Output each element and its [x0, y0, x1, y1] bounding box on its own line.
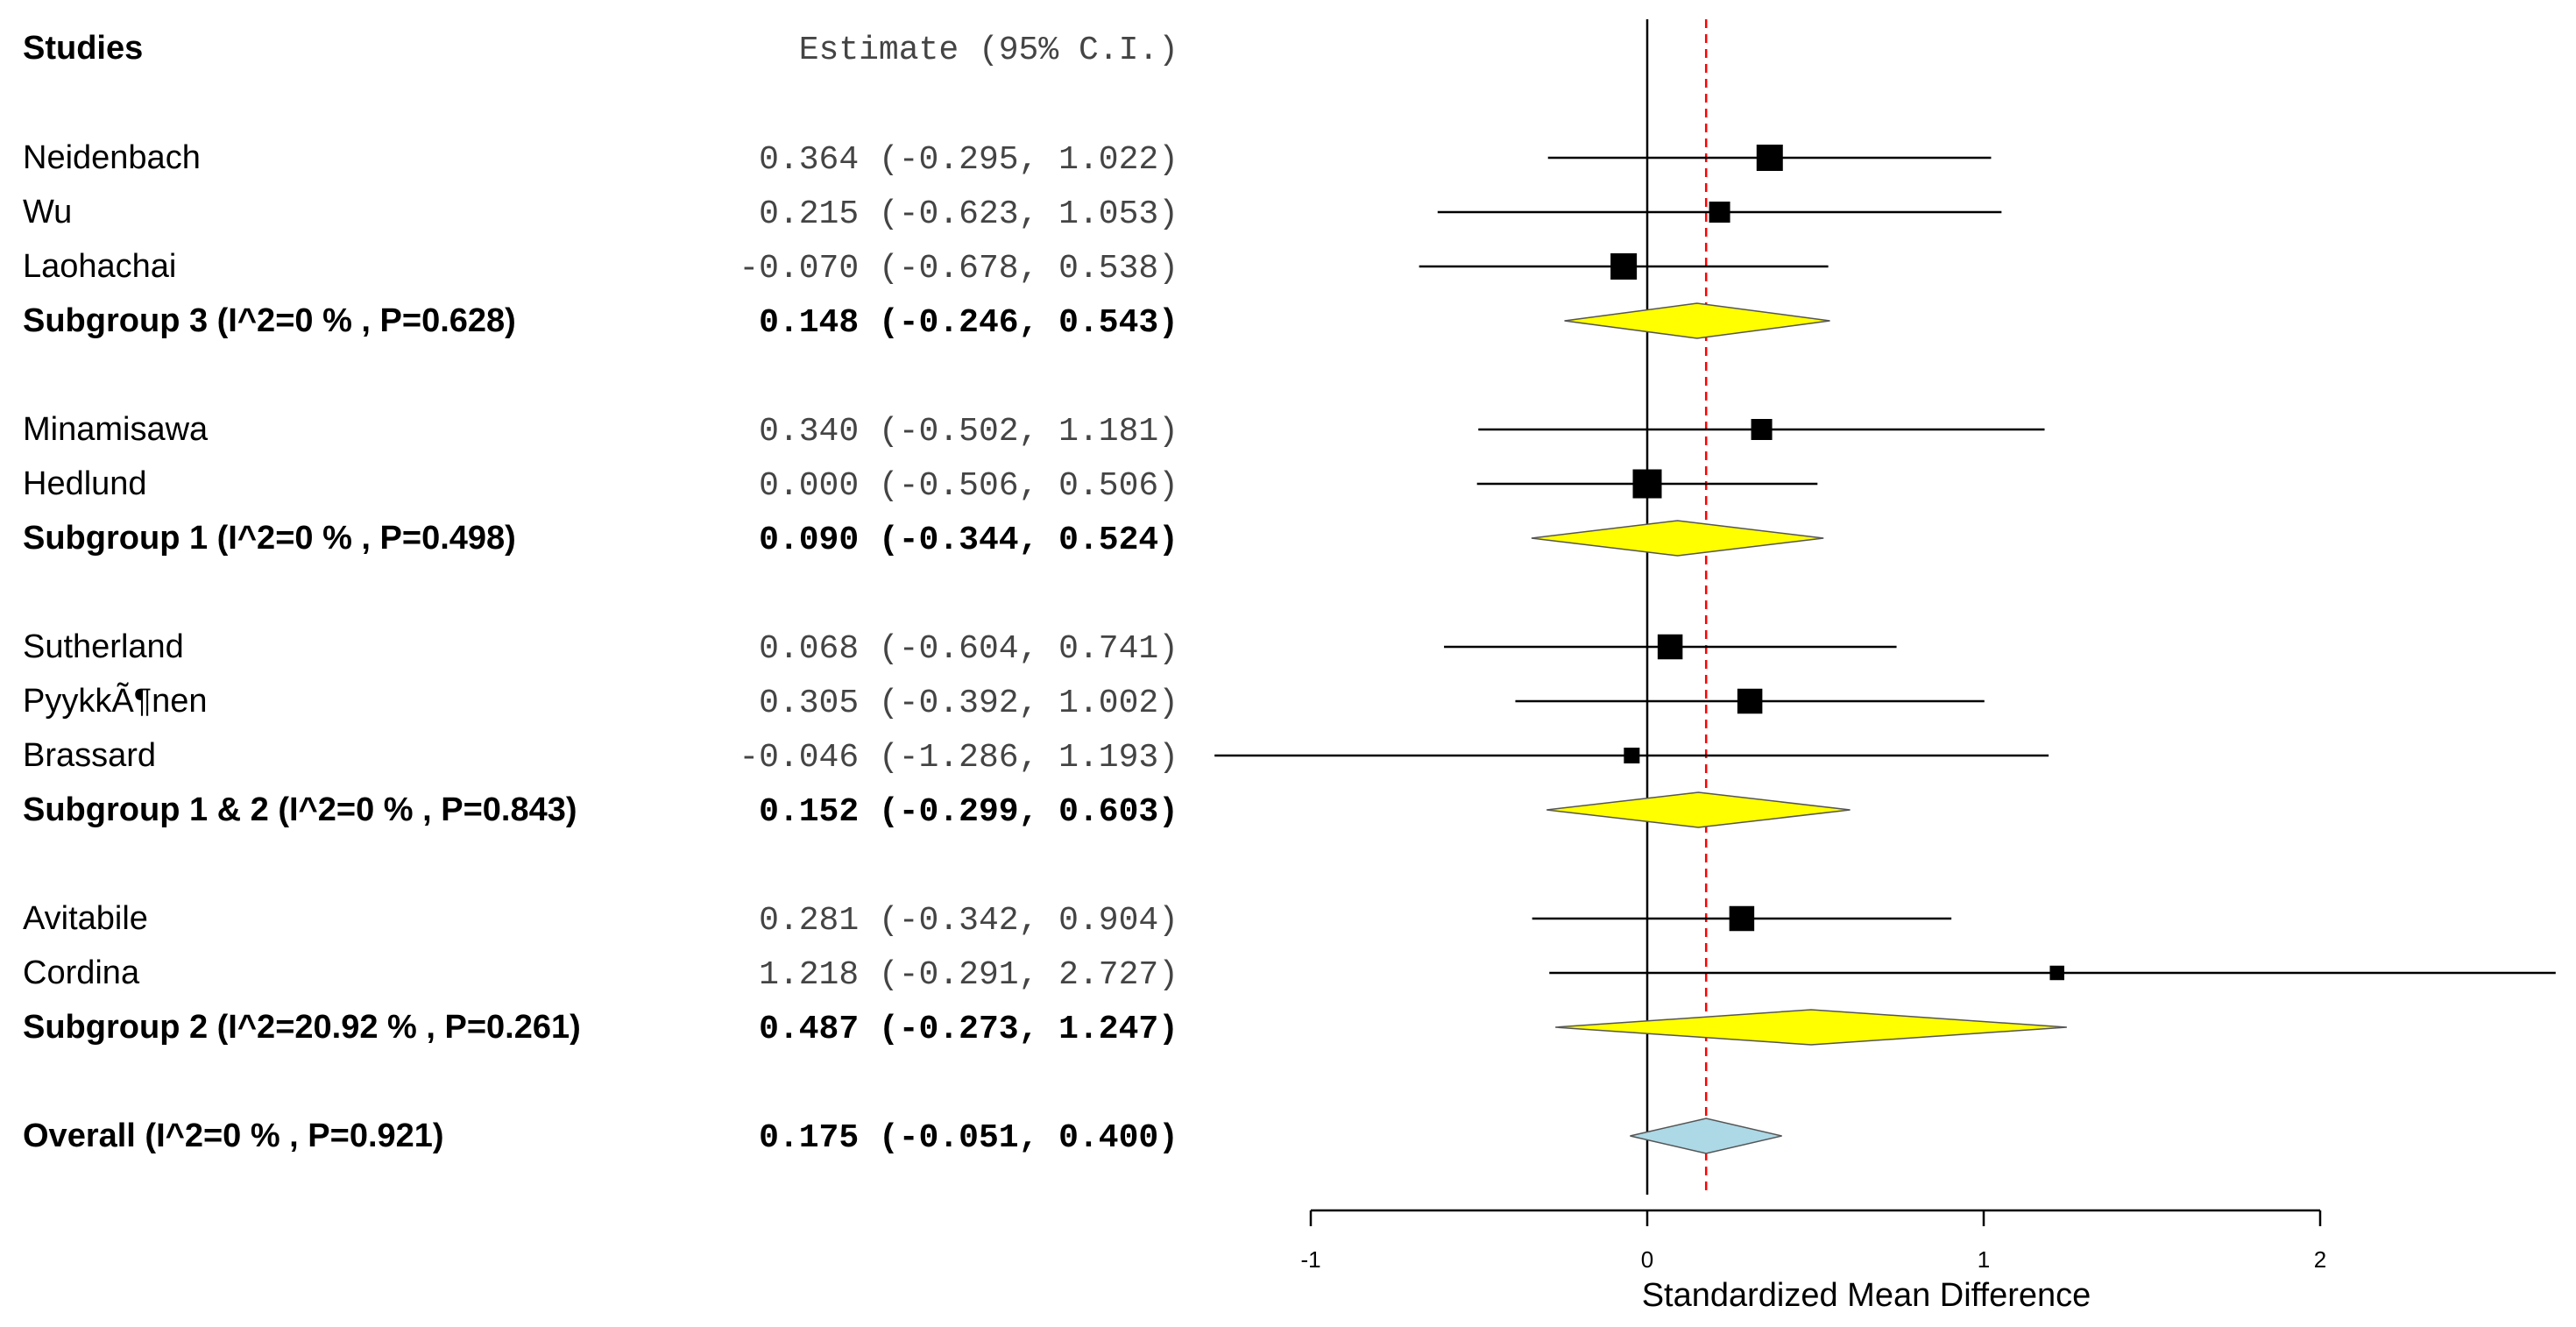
subgroup-label: Subgroup 1 & 2 (I^2=0 % , P=0.843)	[23, 791, 577, 828]
subgroup-estimate-text: 0.090 (-0.344, 0.524)	[759, 522, 1178, 559]
subgroup-label: Subgroup 3 (I^2=0 % , P=0.628)	[23, 302, 516, 339]
point-estimate-square	[1657, 634, 1683, 660]
subgroup-diamond	[1546, 791, 1851, 828]
x-tick-label: -1	[1300, 1246, 1320, 1273]
study-estimate-text: 1.218 (-0.291, 2.727)	[759, 956, 1178, 994]
point-estimate-square	[1709, 202, 1730, 223]
study-estimate-text: 0.281 (-0.342, 0.904)	[759, 902, 1178, 940]
study-estimate-text: 0.340 (-0.502, 1.181)	[759, 413, 1178, 451]
x-tick-label: 2	[2314, 1246, 2326, 1273]
study-estimate-text: -0.046 (-1.286, 1.193)	[739, 739, 1178, 777]
point-estimate-square	[1610, 253, 1638, 280]
study-label: Minamisawa	[23, 411, 209, 448]
study-label: Neidenbach	[23, 139, 201, 176]
subgroup-estimate-text: 0.148 (-0.246, 0.543)	[759, 304, 1178, 342]
subgroup-diamond	[1531, 520, 1824, 557]
study-label: Brassard	[23, 737, 156, 774]
subgroup-estimate-text: 0.152 (-0.299, 0.603)	[759, 793, 1178, 831]
x-tick-label: 1	[1978, 1246, 1990, 1273]
overall-estimate-text: 0.175 (-0.051, 0.400)	[759, 1119, 1178, 1157]
subgroup-estimate-text: 0.487 (-0.273, 1.247)	[759, 1011, 1178, 1048]
study-estimate-text: -0.070 (-0.678, 0.538)	[739, 250, 1178, 287]
header-estimate: Estimate (95% C.I.)	[799, 32, 1178, 69]
subgroup-diamond	[1564, 302, 1830, 339]
point-estimate-square	[1624, 748, 1640, 763]
subgroup-diamond	[1555, 1009, 2067, 1046]
study-estimate-text: 0.000 (-0.506, 0.506)	[759, 467, 1178, 505]
study-label: Cordina	[23, 954, 140, 991]
header-studies: Studies	[23, 30, 143, 67]
study-label: Hedlund	[23, 465, 147, 502]
overall-diamond	[1630, 1118, 1782, 1154]
subgroup-label: Subgroup 1 (I^2=0 % , P=0.498)	[23, 520, 516, 557]
study-label: Laohachai	[23, 248, 176, 285]
x-tick-label: 0	[1641, 1246, 1653, 1273]
study-label: PyykkÃ¶nen	[23, 682, 208, 720]
point-estimate-square	[1729, 905, 1755, 932]
study-estimate-text: 0.364 (-0.295, 1.022)	[759, 141, 1178, 179]
study-label: Wu	[23, 194, 72, 231]
overall-label: Overall (I^2=0 % , P=0.921)	[23, 1118, 444, 1154]
point-estimate-square	[1751, 419, 1773, 440]
point-estimate-square	[1737, 688, 1763, 714]
study-estimate-text: 0.068 (-0.604, 0.741)	[759, 630, 1178, 668]
study-estimate-text: 0.305 (-0.392, 1.002)	[759, 685, 1178, 722]
x-axis-title: Standardized Mean Difference	[1642, 1277, 2091, 1314]
point-estimate-square	[2049, 965, 2064, 981]
point-estimate-square	[1632, 469, 1662, 499]
study-label: Sutherland	[23, 628, 184, 665]
point-estimate-square	[1756, 145, 1783, 171]
study-label: Avitabile	[23, 900, 148, 937]
subgroup-label: Subgroup 2 (I^2=20.92 % , P=0.261)	[23, 1009, 581, 1046]
study-estimate-text: 0.215 (-0.623, 1.053)	[759, 195, 1178, 233]
